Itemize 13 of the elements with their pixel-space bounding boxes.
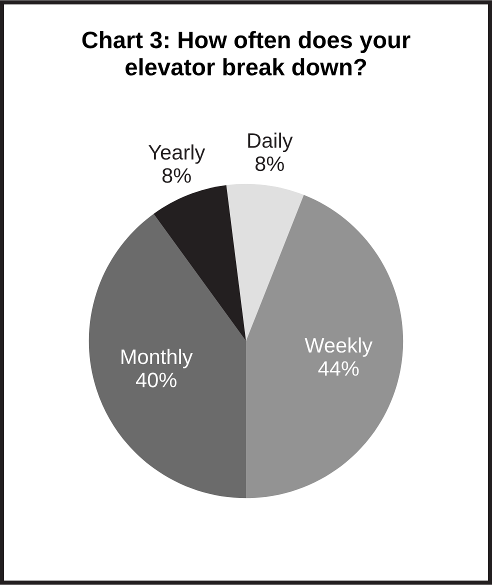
pie-slice — [246, 194, 404, 498]
pie-slice — [88, 214, 246, 498]
data-label: 8% — [162, 168, 191, 183]
slice-label: Weekly — [304, 337, 373, 357]
pie-slice — [154, 185, 246, 342]
slice-label: Monthly — [122, 348, 193, 368]
slice-label: Daily — [248, 132, 293, 152]
slice-label: Yearly — [148, 144, 206, 164]
data-label: 44% — [318, 361, 359, 376]
chart-title: Chart 3: How often does your elevator break down? — [82, 31, 410, 76]
pie-slice — [226, 184, 304, 342]
data-label: 40% — [136, 372, 176, 388]
data-label: 8% — [255, 156, 284, 172]
